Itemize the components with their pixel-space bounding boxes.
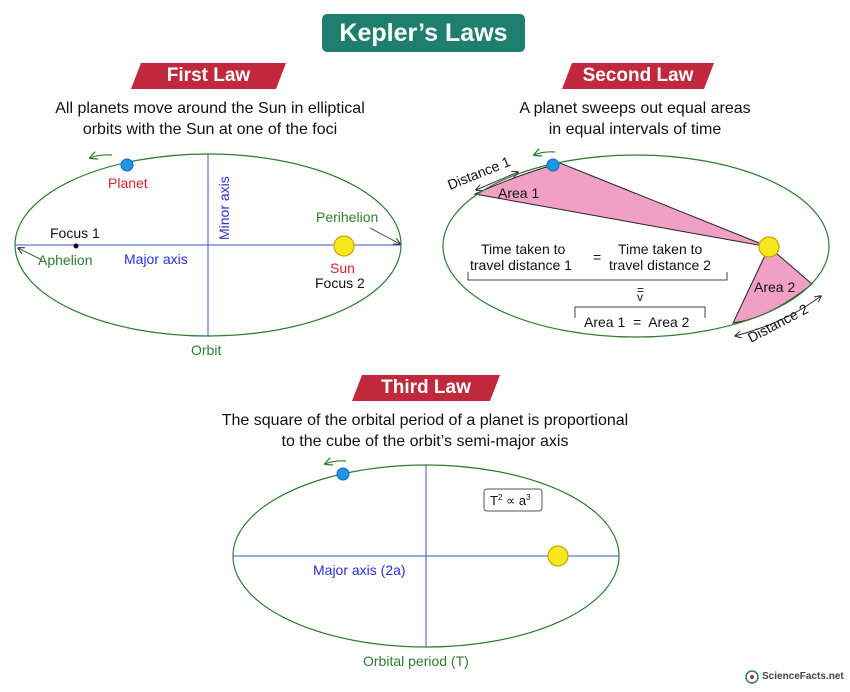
aphelion-arrow-icon: [18, 248, 43, 261]
time-left-line2: travel distance 1: [470, 257, 572, 273]
third-law-description: The square of the orbital period of a pl…: [170, 410, 680, 452]
area-bracket: [574, 306, 706, 318]
third-law-diagram: T2 ∝ a3 Major axis (2a) Orbital period (…: [232, 461, 620, 669]
second-law-diagram: Distance 1 Area 1 Time taken to travel d…: [442, 152, 830, 346]
first-law-sun: [333, 235, 355, 257]
time-right-line2: travel distance 2: [609, 257, 711, 273]
second-law-description-line2: in equal intervals of time: [548, 121, 722, 138]
formula-box: [483, 488, 543, 512]
second-law-description: A planet sweeps out equal areas in equal…: [440, 98, 830, 140]
planet-label: Planet: [108, 175, 148, 191]
implies-bottom: v: [637, 290, 643, 304]
formula-t-exponent: 2: [498, 493, 503, 502]
third-law-planet: [336, 467, 350, 481]
third-law-major-axis-label: Major axis (2a): [313, 562, 406, 578]
time-right-line1: Time taken to: [618, 241, 703, 257]
time-equals-sign: =: [593, 249, 601, 265]
focus1-dot: [73, 243, 79, 249]
first-law-planet: [120, 158, 134, 172]
time-left-line1: Time taken to: [481, 241, 566, 257]
second-law-direction-arrow-icon: [534, 152, 556, 155]
aphelion-label: Aphelion: [38, 252, 93, 268]
third-law-sun: [547, 545, 569, 567]
first-law-description-line2: orbits with the Sun at one of the foci: [82, 121, 338, 138]
distance2-arrow-icon: [735, 296, 821, 336]
distance1-arrow-icon: [476, 172, 518, 190]
brand-logo: ScienceFacts.net: [762, 671, 844, 682]
major-axis-label: Major axis: [124, 251, 188, 267]
orbital-period-label: Orbital period (T): [363, 653, 469, 669]
first-law-description: All planets move around the Sun in ellip…: [10, 98, 410, 140]
first-law-diagram: Planet Minor axis Perihelion Focus 1 Aph…: [14, 154, 401, 358]
area1-label: Area 1: [498, 185, 539, 201]
first-law-direction-arrow-icon: [90, 155, 113, 158]
formula-t: T: [490, 493, 498, 508]
formula-text: T2 ∝ a3: [490, 493, 531, 508]
first-law-label: First Law: [131, 63, 286, 89]
area1-sector: [473, 162, 770, 248]
perihelion-arrow-icon: [369, 227, 400, 244]
main-title: Kepler’s Laws: [322, 14, 525, 52]
area2-label: Area 2: [754, 279, 795, 295]
second-law-label: Second Law: [562, 63, 714, 89]
sun-label: Sun: [330, 260, 355, 276]
second-law-description-line1: A planet sweeps out equal areas: [519, 100, 751, 117]
focus1-label: Focus 1: [50, 225, 100, 241]
second-law-sun: [758, 236, 780, 258]
time-bracket: [467, 272, 728, 281]
orbit-label: Orbit: [191, 342, 221, 358]
perihelion-label: Perihelion: [316, 209, 378, 225]
formula-a-exponent: 3: [526, 493, 531, 502]
third-law-direction-arrow-icon: [325, 461, 347, 464]
third-law-label: Third Law: [352, 375, 500, 401]
minor-axis-label: Minor axis: [216, 176, 232, 240]
area-equation: Area 1 = Area 2: [584, 314, 690, 330]
focus2-label: Focus 2: [315, 275, 365, 291]
implies-top: =: [637, 283, 644, 297]
first-law-description-line1: All planets move around the Sun in ellip…: [55, 100, 365, 117]
second-law-planet: [546, 158, 560, 172]
third-law-description-line2: to the cube of the orbit’s semi-major ax…: [281, 433, 569, 450]
third-law-description-line1: The square of the orbital period of a pl…: [221, 412, 629, 429]
second-law-orbit-ellipse: [442, 154, 830, 338]
formula-prop-a: ∝ a: [502, 493, 527, 508]
brand-logo-icon: [745, 670, 759, 684]
